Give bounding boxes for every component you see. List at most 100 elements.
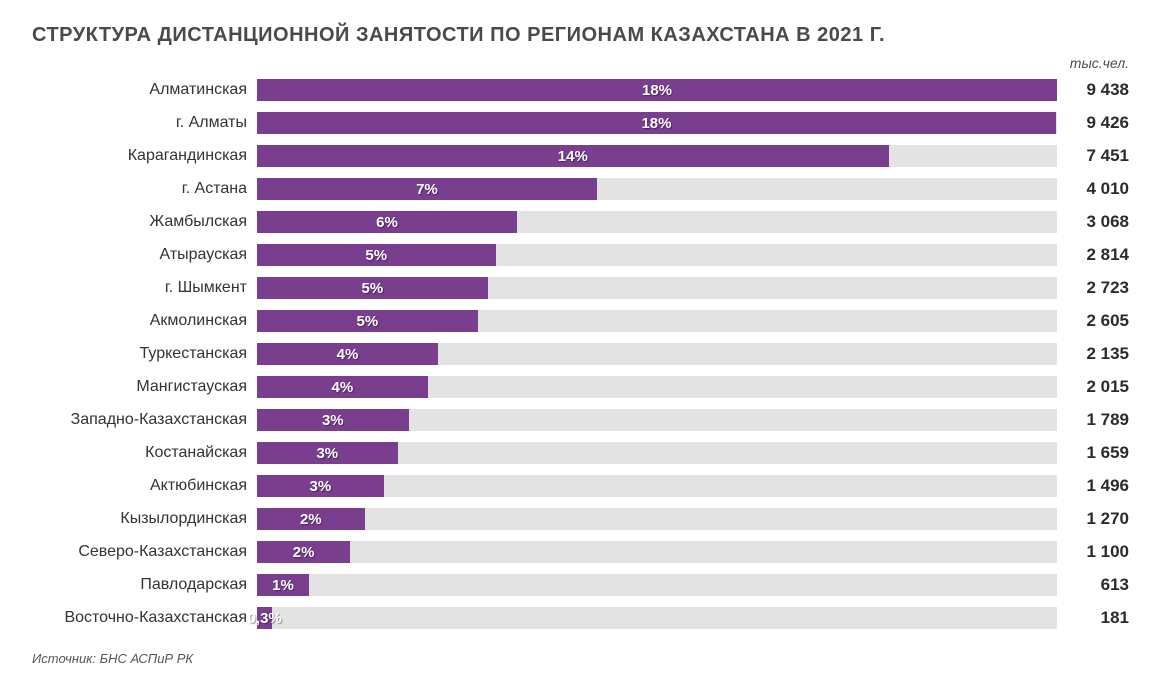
bar-percent-label: 1% xyxy=(268,577,298,594)
bar-track: 14% xyxy=(257,145,1057,167)
region-label: Карагандинская xyxy=(32,147,257,165)
bar-fill: 1% xyxy=(257,574,309,596)
chart-row: Атырауская 5% 2 814 xyxy=(32,240,1129,270)
bar-track: 4% xyxy=(257,343,1057,365)
row-value: 1 789 xyxy=(1071,410,1129,430)
bar-track: 2% xyxy=(257,508,1057,530)
row-value: 1 270 xyxy=(1071,509,1129,529)
region-label: Павлодарская xyxy=(32,576,257,594)
bar-percent-label: 2% xyxy=(296,511,326,528)
bar-track: 18% xyxy=(257,79,1057,101)
chart-row: Актюбинская 3% 1 496 xyxy=(32,471,1129,501)
bar-fill: 18% xyxy=(257,79,1057,101)
bar-fill: 3% xyxy=(257,475,384,497)
row-value: 9 426 xyxy=(1071,113,1129,133)
chart-row: г. Алматы 18% 9 426 xyxy=(32,108,1129,138)
chart-row: г. Астана 7% 4 010 xyxy=(32,174,1129,204)
source-text: Источник: БНС АСПиР РК xyxy=(32,651,1129,666)
bar-fill: 2% xyxy=(257,541,350,563)
region-label: Жамбылская xyxy=(32,213,257,231)
bar-fill: 2% xyxy=(257,508,365,530)
region-label: Западно-Казахстанская xyxy=(32,411,257,429)
bar-track: 2% xyxy=(257,541,1057,563)
bar-track: 3% xyxy=(257,442,1057,464)
region-label: г. Астана xyxy=(32,180,257,198)
bar-fill: 4% xyxy=(257,343,438,365)
bar-percent-label: 18% xyxy=(638,82,676,99)
row-value: 2 135 xyxy=(1071,344,1129,364)
bar-percent-label: 5% xyxy=(361,247,391,264)
row-value: 4 010 xyxy=(1071,179,1129,199)
bar-track: 3% xyxy=(257,409,1057,431)
row-value: 2 605 xyxy=(1071,311,1129,331)
chart-row: Мангистауская4%2 015 xyxy=(32,372,1129,402)
chart-row: Западно-Казахстанская3% 1 789 xyxy=(32,405,1129,435)
row-value: 7 451 xyxy=(1071,146,1129,166)
row-value: 1 496 xyxy=(1071,476,1129,496)
bar-percent-label: 2% xyxy=(289,544,319,561)
row-value: 1 100 xyxy=(1071,542,1129,562)
region-label: Северо-Казахстанская xyxy=(32,543,257,561)
bar-percent-label: 0,3% xyxy=(244,610,286,627)
bar-fill: 5% xyxy=(257,277,488,299)
region-label: Костанайская xyxy=(32,444,257,462)
row-value: 2 723 xyxy=(1071,278,1129,298)
region-label: Восточно-Казахстанская xyxy=(32,609,257,627)
bar-percent-label: 14% xyxy=(554,148,592,165)
chart-row: Туркестанская 4% 2 135 xyxy=(32,339,1129,369)
region-label: Алматинская xyxy=(32,81,257,99)
bar-percent-label: 6% xyxy=(372,214,402,231)
bar-fill: 6% xyxy=(257,211,517,233)
bar-fill: 18% xyxy=(257,112,1056,134)
region-label: Туркестанская xyxy=(32,345,257,363)
region-label: Акмолинская xyxy=(32,312,257,330)
unit-label: тыс.чел. xyxy=(1070,55,1129,71)
bar-percent-label: 18% xyxy=(637,115,675,132)
region-label: г. Алматы xyxy=(32,114,257,132)
bar-track: 5% xyxy=(257,277,1057,299)
bar-track: 5% xyxy=(257,310,1057,332)
bar-track: 18% xyxy=(257,112,1057,134)
row-value: 3 068 xyxy=(1071,212,1129,232)
bar-fill: 5% xyxy=(257,310,478,332)
bar-percent-label: 4% xyxy=(328,379,358,396)
bar-track: 3% xyxy=(257,475,1057,497)
chart-row: Восточно-Казахстанская0,3% 181 xyxy=(32,603,1129,633)
bar-fill: 7% xyxy=(257,178,597,200)
chart-row: Жамбылская 6% 3 068 xyxy=(32,207,1129,237)
bar-fill: 14% xyxy=(257,145,889,167)
row-value: 1 659 xyxy=(1071,443,1129,463)
bar-percent-label: 4% xyxy=(333,346,363,363)
chart-rows: Алматинская 18% 9 438 г. Алматы 18% 9 426 Кара… xyxy=(32,75,1129,633)
chart-container: тыс.чел. Алматинская18%9 438г. Алматы18%… xyxy=(32,75,1129,633)
chart-row: Алматинская 18% 9 438 xyxy=(32,75,1129,105)
bar-track: 7% xyxy=(257,178,1057,200)
region-label: Актюбинская xyxy=(32,477,257,495)
row-value: 2 814 xyxy=(1071,245,1129,265)
chart-row: Северо-Казахстанская 2% 1 100 xyxy=(32,537,1129,567)
chart-row: Костанайская 3% 1 659 xyxy=(32,438,1129,468)
region-label: Атырауская xyxy=(32,246,257,264)
row-value: 9 438 xyxy=(1071,80,1129,100)
bar-percent-label: 3% xyxy=(306,478,336,495)
bar-percent-label: 5% xyxy=(353,313,383,330)
bar-percent-label: 7% xyxy=(412,181,442,198)
chart-row: Карагандинская 14% 7 451 xyxy=(32,141,1129,171)
bar-track: 1% xyxy=(257,574,1057,596)
bar-fill: 3% xyxy=(257,409,409,431)
row-value: 181 xyxy=(1071,608,1129,628)
chart-row: г. Шымкент5%2 723 xyxy=(32,273,1129,303)
chart-row: Павлодарская 1% 613 xyxy=(32,570,1129,600)
bar-track: 0,3% xyxy=(257,607,1057,629)
bar-fill: 5% xyxy=(257,244,496,266)
bar-fill: 3% xyxy=(257,442,398,464)
bar-track: 5% xyxy=(257,244,1057,266)
bar-percent-label: 5% xyxy=(358,280,388,297)
bar-percent-label: 3% xyxy=(312,445,342,462)
chart-row: Акмолинская 5% 2 605 xyxy=(32,306,1129,336)
region-label: Мангистауская xyxy=(32,378,257,396)
chart-title: СТРУКТУРА ДИСТАНЦИОННОЙ ЗАНЯТОСТИ ПО РЕГ… xyxy=(32,24,1129,47)
bar-fill: 0,3% xyxy=(257,607,272,629)
row-value: 613 xyxy=(1071,575,1129,595)
bar-fill: 4% xyxy=(257,376,428,398)
